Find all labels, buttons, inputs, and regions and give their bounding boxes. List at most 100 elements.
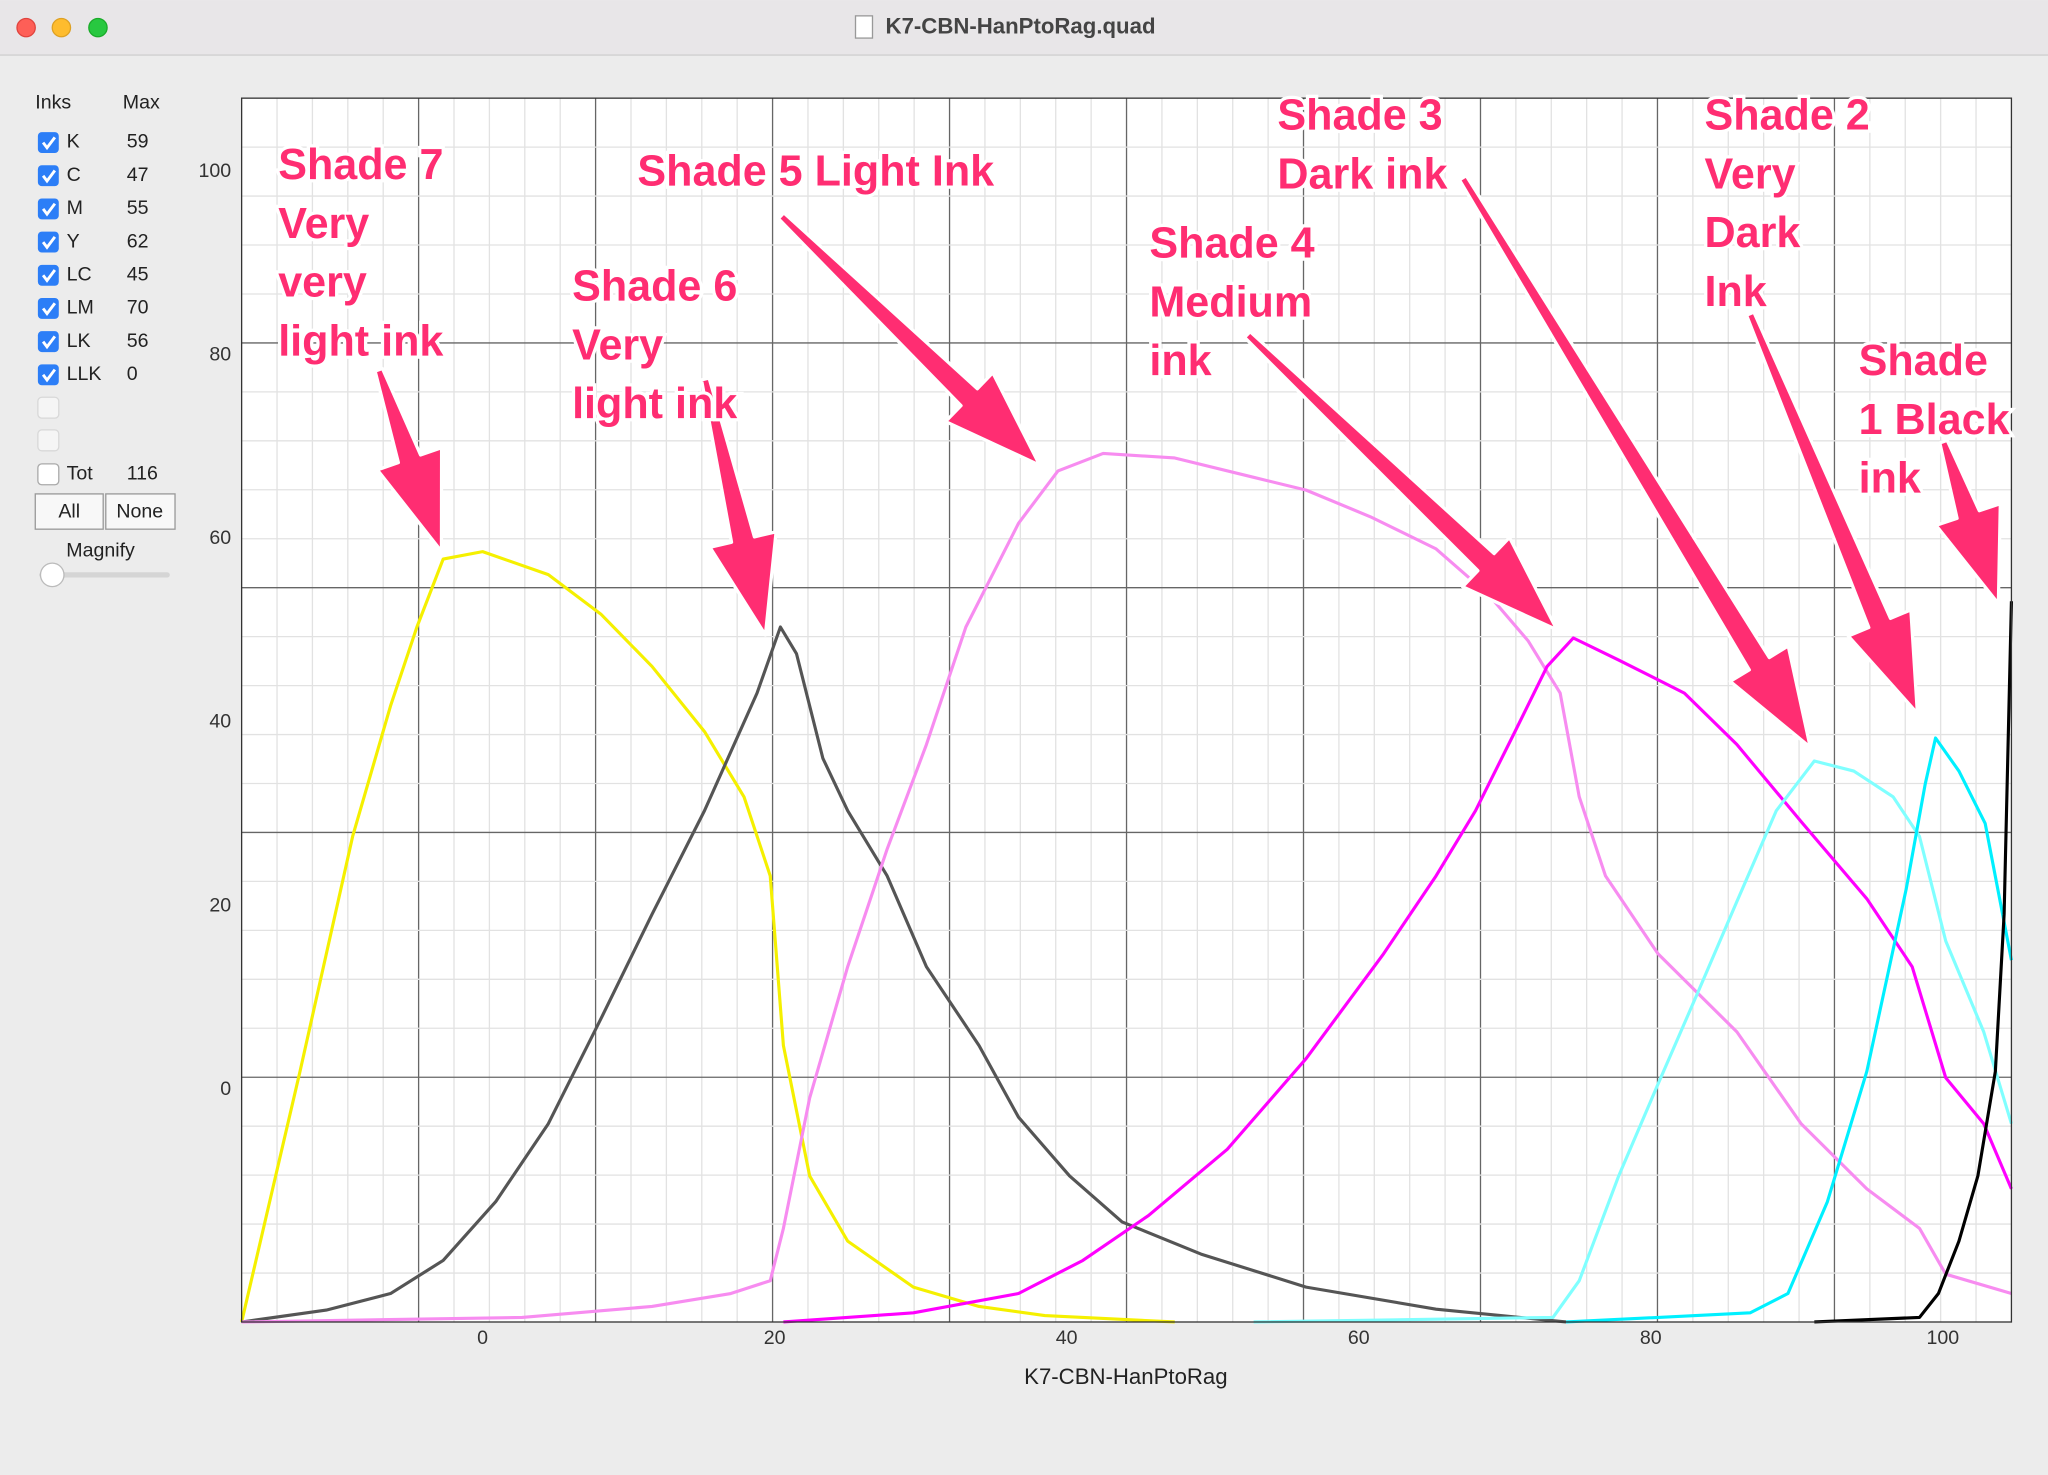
x-axis-label: K7-CBN-HanPtoRag — [1024, 1364, 1227, 1389]
ink-name: LC — [67, 263, 92, 285]
annotation-text: light ink — [572, 380, 738, 428]
checkbox[interactable] — [37, 198, 59, 220]
annotation-text: Very — [572, 321, 663, 369]
ink-curve — [1814, 601, 2013, 1324]
annotation-text: ink — [1149, 337, 1212, 385]
annotation-text: Shade 5 Light Ink — [637, 148, 995, 196]
annotation-text: Very — [1704, 150, 1795, 198]
ink-curve — [241, 625, 1567, 1324]
annotation-arrow — [776, 211, 1042, 467]
ink-curve — [1565, 736, 2013, 1324]
checkmark — [41, 269, 57, 283]
annotation-text: very — [278, 259, 367, 307]
y-tick-label: 80 — [209, 343, 231, 365]
zoom-button[interactable] — [88, 17, 108, 38]
checkmark — [41, 335, 57, 350]
ink-curve — [783, 636, 2013, 1324]
none-button[interactable] — [105, 493, 176, 530]
title-bar — [0, 0, 2048, 56]
checkbox[interactable] — [37, 132, 59, 154]
grid — [241, 98, 2012, 1322]
checkmark — [41, 169, 57, 184]
checkbox[interactable] — [37, 463, 60, 486]
x-tick-label: 0 — [477, 1327, 488, 1349]
x-tick-label: 100 — [1926, 1327, 1959, 1349]
annotation-text: Shade 2 — [1704, 92, 1869, 140]
y-tick-label: 100 — [199, 160, 232, 182]
checkmark — [41, 136, 57, 151]
ink-name: LK — [67, 330, 91, 352]
checkmark — [41, 202, 57, 217]
none-button-label: None — [116, 500, 163, 522]
magnify-knob[interactable] — [39, 562, 65, 588]
annotation-arrow — [1457, 174, 1812, 749]
all-button-label: All — [58, 500, 80, 522]
annotation-text: Shade 6 — [572, 263, 737, 311]
plot-border — [240, 97, 2013, 1323]
ink-name: K — [67, 131, 80, 153]
annotation-arrow — [1242, 330, 1559, 632]
ink-name: C — [67, 164, 81, 186]
ink-max: 47 — [127, 164, 149, 186]
x-tick-label: 80 — [1640, 1327, 1662, 1349]
y-tick-label: 40 — [209, 711, 231, 733]
magnify-label: Magnify — [66, 540, 135, 562]
checkmark — [41, 302, 57, 317]
annotation-text: ink — [1859, 455, 1922, 503]
checkbox[interactable] — [37, 165, 59, 187]
ink-name: LM — [67, 297, 94, 319]
annotation-text: Shade 7 — [278, 141, 443, 189]
annotation-arrow — [1744, 310, 1920, 715]
annotation-arrow — [699, 376, 778, 637]
y-tick-label: 0 — [220, 1078, 231, 1100]
x-tick-label: 40 — [1056, 1327, 1078, 1349]
annotation-text: light ink — [278, 317, 444, 365]
ink-max: 56 — [127, 330, 149, 352]
document-icon — [854, 15, 874, 39]
annotation-text: Medium — [1149, 278, 1312, 326]
y-tick-label: 20 — [209, 894, 231, 916]
curves — [240, 451, 2013, 1324]
ink-max: 70 — [127, 297, 149, 319]
checkbox[interactable] — [37, 297, 59, 319]
ink-curve — [1253, 759, 2013, 1324]
annotations: Shade 7 Very very light ink Shade 6 Very light… — [275, 88, 2014, 749]
ink-max: 62 — [127, 230, 149, 252]
ink-max: 59 — [127, 131, 149, 153]
empty-checkbox[interactable] — [37, 429, 60, 452]
close-button[interactable] — [16, 17, 36, 38]
annotation-text: Ink — [1704, 268, 1767, 316]
annotation-text: 1 Black — [1859, 396, 2011, 444]
empty-checkbox[interactable] — [37, 396, 60, 419]
y-tick-label: 60 — [209, 527, 231, 549]
checkmark — [41, 236, 57, 250]
inks-header: Inks — [35, 92, 71, 114]
annotation-text: Shade 3 — [1277, 92, 1442, 140]
ink-curve — [240, 550, 1175, 1324]
ink-max: 0 — [127, 363, 138, 385]
window-title: K7-CBN-HanPtoRag.quad — [886, 13, 1156, 38]
minimize-button[interactable] — [51, 17, 72, 38]
checkbox[interactable] — [37, 364, 59, 386]
ink-curve — [241, 451, 2012, 1324]
annotation-arrow — [1934, 438, 2002, 606]
ink-name: LLK — [67, 363, 102, 385]
all-button[interactable] — [34, 493, 104, 530]
checkmark — [41, 368, 57, 383]
x-tick-label: 60 — [1348, 1327, 1370, 1349]
annotation-text: Dark — [1704, 209, 1801, 257]
annotation-text: Shade — [1859, 337, 1988, 385]
ink-name: M — [67, 197, 83, 219]
checkbox[interactable] — [37, 331, 59, 353]
magnify-track — [39, 572, 170, 578]
annotation-arrow — [373, 366, 444, 554]
checkbox[interactable] — [37, 264, 59, 286]
total-label: Tot — [67, 462, 94, 484]
annotation-text: Very — [278, 200, 369, 248]
annotation-text: Dark ink — [1277, 150, 1448, 198]
ink-max: 45 — [127, 263, 149, 285]
ink-name: Y — [67, 230, 80, 252]
checkbox[interactable] — [37, 231, 59, 253]
x-tick-label: 20 — [764, 1327, 786, 1349]
